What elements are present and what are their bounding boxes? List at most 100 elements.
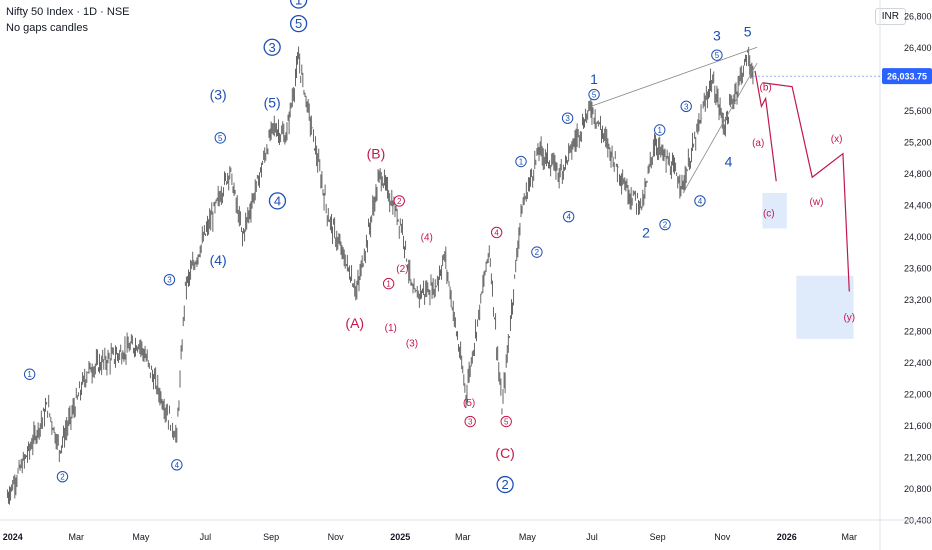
wave-label-circle: [23, 368, 36, 380]
wave-label: 2: [642, 224, 650, 240]
wave-label: 1: [386, 280, 391, 289]
wave-label-circle: [163, 273, 176, 286]
wave-label: 5: [592, 91, 597, 100]
y-tick-label: 25,600.00: [904, 106, 932, 116]
wave-label-circle: [531, 246, 543, 258]
x-tick-label: Jul: [200, 532, 212, 542]
wave-label-circle: [500, 415, 512, 428]
wave-label: 4: [494, 228, 499, 237]
x-tick-label: 2024: [3, 532, 23, 542]
wave-label: 4: [698, 197, 703, 206]
wave-label-circle: [711, 49, 723, 61]
wave-label: (4): [210, 252, 227, 268]
x-tick-label: Sep: [650, 532, 666, 542]
wave-label: 4: [566, 213, 571, 222]
wave-label: 2: [502, 477, 509, 492]
wave-label-circle: [694, 195, 706, 207]
trend-line: [682, 62, 758, 194]
currency-button[interactable]: INR: [874, 8, 906, 25]
wave-label: 3: [269, 40, 276, 55]
chart-subtitle: No gaps candles: [6, 22, 88, 34]
x-tick-label: Jul: [586, 532, 598, 542]
wave-label-circle: [393, 195, 405, 207]
wave-label-circle: [496, 475, 514, 494]
wave-label: 2: [60, 473, 65, 482]
wave-label-circle: [214, 132, 226, 144]
last-price-label: 26,033.75: [887, 72, 927, 82]
wave-label: 4: [274, 193, 281, 208]
y-tick-label: 24,800.00: [904, 169, 932, 179]
x-tick-label: May: [519, 532, 537, 542]
wave-label: (y): [843, 313, 855, 324]
y-tick-label: 23,200.00: [904, 295, 932, 305]
y-tick-label: 23,600.00: [904, 263, 932, 273]
projection-path: [754, 70, 777, 182]
y-tick-label: 22,400.00: [904, 358, 932, 368]
wave-label-circle: [490, 226, 503, 239]
target-zone: [796, 275, 854, 339]
wave-label-circle: [464, 415, 476, 428]
wave-label-circle: [654, 124, 666, 136]
wave-label: 1: [590, 71, 598, 87]
wave-label-circle: [171, 459, 183, 471]
x-tick-label: Sep: [263, 532, 279, 542]
wave-label: 4: [175, 461, 180, 470]
wave-label: 1: [658, 126, 663, 135]
x-tick-label: Mar: [455, 532, 471, 542]
wave-label: 3: [713, 27, 721, 43]
wave-label: (1): [385, 323, 397, 334]
wave-label-circle: [588, 88, 600, 101]
wave-label: (5): [463, 398, 475, 409]
wave-label-circle: [659, 218, 671, 231]
wave-label-circle: [263, 38, 281, 56]
wave-label: 2: [663, 221, 668, 230]
wave-label: 3: [167, 276, 172, 285]
wave-label-circle: [289, 0, 308, 9]
wave-label: (w): [810, 197, 824, 208]
wave-label: (3): [406, 339, 418, 350]
wave-label: (5): [264, 94, 281, 110]
trend-line: [590, 46, 758, 107]
y-tick-label: 26,400.00: [904, 43, 932, 53]
wave-label: 4: [725, 154, 733, 170]
y-tick-label: 21,600.00: [904, 421, 932, 431]
wave-label: (A): [345, 315, 364, 331]
chart-title: Nifty 50 Index · 1D · NSE: [6, 6, 130, 18]
wave-label: 5: [715, 51, 720, 60]
wave-label: 2: [397, 197, 402, 206]
wave-label: 3: [565, 114, 570, 123]
y-tick-label: 20,800.00: [904, 484, 932, 494]
wave-label-circle: [680, 100, 692, 113]
x-tick-label: May: [132, 532, 150, 542]
projection-path: [762, 82, 850, 292]
wave-label: (b): [760, 83, 772, 94]
wave-label-circle: [289, 14, 308, 33]
y-tick-label: 25,200.00: [904, 137, 932, 147]
wave-label-circle: [515, 155, 527, 168]
wave-label-circle: [382, 277, 395, 290]
x-tick-label: Mar: [842, 532, 858, 542]
wave-label-circle: [562, 210, 575, 223]
wave-label: (C): [495, 445, 514, 461]
wave-label: 3: [468, 418, 473, 427]
price-series: [6, 46, 754, 505]
target-zone: [762, 193, 787, 229]
wave-label: 5: [218, 134, 223, 143]
wave-label: 5: [504, 418, 509, 427]
wave-label: 3: [684, 102, 689, 111]
wave-label: (3): [210, 87, 227, 103]
wave-label: 1: [519, 158, 524, 167]
x-tick-label: Nov: [328, 532, 345, 542]
wave-label: 5: [744, 24, 752, 40]
last-price-badge: [882, 68, 932, 85]
wave-label: (c): [763, 209, 775, 220]
wave-label: (x): [831, 134, 843, 145]
y-tick-label: 22,000.00: [904, 389, 932, 399]
y-tick-label: 26,800.00: [904, 11, 932, 21]
wave-label: 1: [27, 370, 32, 379]
x-tick-label: 2026: [777, 532, 797, 542]
wave-label-circle: [561, 112, 574, 124]
x-tick-label: 2025: [390, 532, 410, 542]
